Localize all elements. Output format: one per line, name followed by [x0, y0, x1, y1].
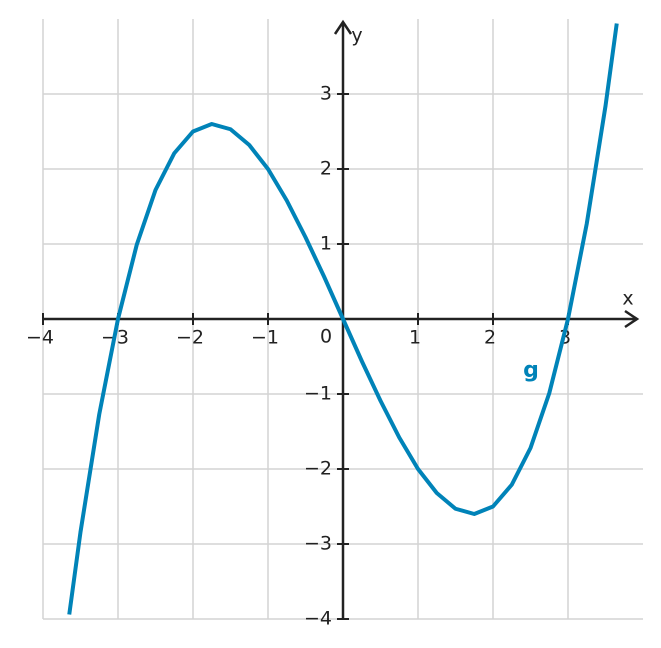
- y-axis-arrow: [333, 19, 353, 35]
- x-tick-label: −1: [251, 327, 279, 349]
- x-tick-label: −4: [26, 327, 54, 349]
- function-curve: [67, 23, 619, 615]
- y-tick-label: −3: [304, 533, 332, 555]
- y-tick-label: 1: [320, 233, 332, 255]
- y-tick-label: −4: [304, 608, 332, 630]
- y-tick-label: −1: [304, 383, 332, 405]
- x-tick-label: 1: [409, 327, 421, 349]
- y-tick-label: 2: [320, 158, 332, 180]
- y-tick-label: 3: [320, 83, 332, 105]
- x-axis-label: x: [622, 288, 633, 310]
- x-tick-label: 2: [484, 327, 496, 349]
- curve-label: g: [523, 358, 539, 383]
- x-axis-arrow: [624, 309, 640, 329]
- x-tick-label: −2: [176, 327, 204, 349]
- y-tick-label: −2: [304, 458, 332, 480]
- origin-label: 0: [320, 326, 332, 348]
- y-axis-label: y: [351, 25, 362, 47]
